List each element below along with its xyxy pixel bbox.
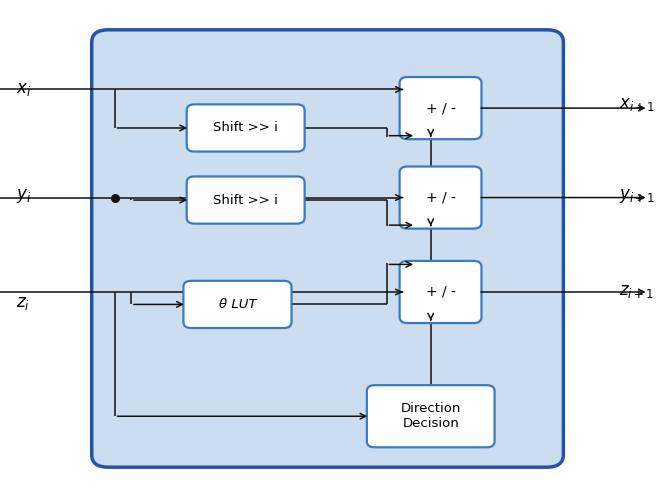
FancyBboxPatch shape	[400, 261, 481, 323]
FancyBboxPatch shape	[184, 281, 292, 328]
Text: $z_{i+1}$: $z_{i+1}$	[619, 282, 654, 300]
Text: $y_i$: $y_i$	[17, 187, 32, 205]
Text: Shift >> i: Shift >> i	[213, 193, 278, 207]
Text: + / -: + / -	[426, 101, 455, 115]
Text: $z_i$: $z_i$	[17, 294, 30, 312]
FancyBboxPatch shape	[400, 166, 481, 229]
Text: + / -: + / -	[426, 285, 455, 299]
FancyBboxPatch shape	[400, 77, 481, 139]
FancyBboxPatch shape	[367, 385, 495, 447]
FancyBboxPatch shape	[187, 176, 304, 224]
Text: Shift >> i: Shift >> i	[213, 121, 278, 135]
Text: Direction
Decision: Direction Decision	[400, 402, 461, 430]
Text: θ LUT: θ LUT	[219, 298, 257, 311]
Text: $x_i$: $x_i$	[17, 81, 32, 98]
FancyBboxPatch shape	[91, 30, 564, 467]
FancyBboxPatch shape	[187, 104, 304, 152]
Text: $y_{i+1}$: $y_{i+1}$	[619, 187, 655, 205]
Text: $x_{i+1}$: $x_{i+1}$	[619, 95, 655, 113]
Text: + / -: + / -	[426, 190, 455, 205]
